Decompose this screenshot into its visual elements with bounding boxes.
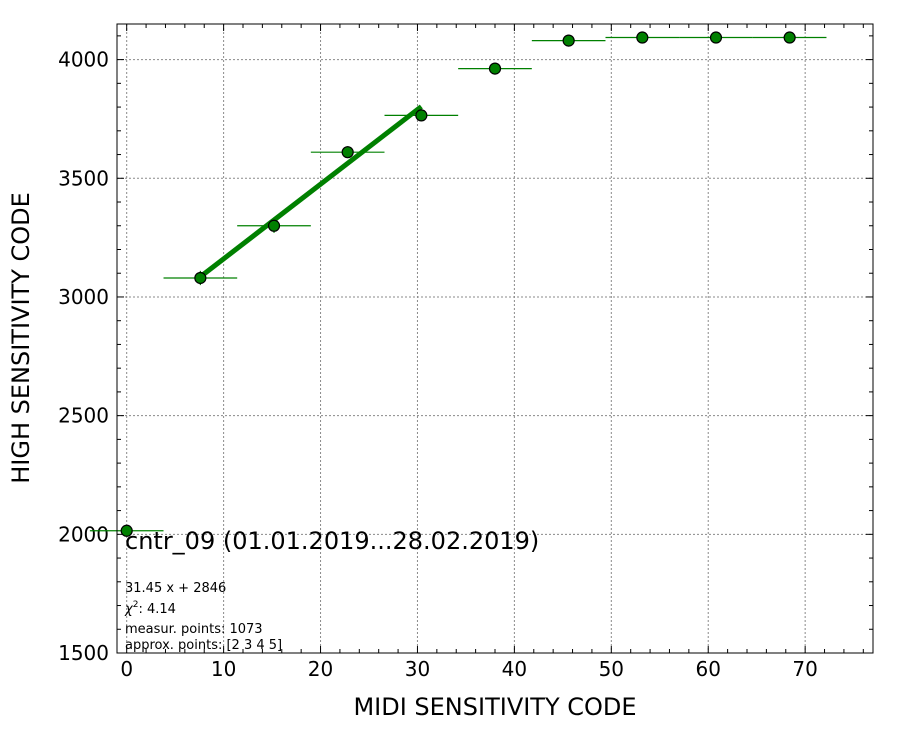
plot-frame bbox=[116, 23, 874, 654]
x-tick-label: 60 bbox=[696, 657, 721, 681]
annotation-title: cntr_09 (01.01.2019...28.02.2019) bbox=[125, 527, 539, 555]
x-tick-label: 40 bbox=[502, 657, 527, 681]
annotation-equation: 31.45 x + 2846 bbox=[125, 581, 226, 596]
data-points bbox=[89, 31, 827, 537]
x-tick-label: 10 bbox=[211, 657, 236, 681]
y-tick-label: 3000 bbox=[58, 285, 109, 309]
chi2-value: : 4.14 bbox=[138, 602, 175, 617]
x-axis-label: MIDI SENSITIVITY CODE bbox=[353, 693, 636, 721]
y-tick-label: 2000 bbox=[58, 522, 109, 546]
data-point bbox=[194, 271, 207, 285]
fit-line bbox=[198, 104, 423, 279]
data-point bbox=[783, 31, 796, 44]
y-tick-label: 1500 bbox=[58, 641, 109, 665]
y-tick-label: 4000 bbox=[58, 48, 109, 72]
grid bbox=[117, 24, 873, 653]
data-point bbox=[415, 109, 428, 122]
fit-line-group bbox=[198, 104, 423, 279]
x-tick-label: 70 bbox=[792, 657, 817, 681]
axis-ticks bbox=[117, 24, 873, 654]
y-tick-label: 3500 bbox=[58, 166, 109, 190]
data-point bbox=[636, 31, 649, 44]
tick-labels: 0 10 20 30 40 50 60 70 1500 2000 2500 3000 3500 4000 bbox=[58, 48, 818, 681]
annotation-measur-points: measur. points: 1073 bbox=[125, 622, 263, 637]
y-axis-label: HIGH SENSITIVITY CODE bbox=[7, 192, 35, 484]
chi2-exponent: 2 bbox=[133, 600, 139, 610]
data-point bbox=[341, 146, 354, 159]
chi2-symbol: χ bbox=[124, 602, 134, 617]
x-tick-label: 50 bbox=[599, 657, 624, 681]
y-tick-label: 2500 bbox=[58, 404, 109, 428]
x-tick-label: 20 bbox=[308, 657, 333, 681]
data-point bbox=[488, 62, 502, 75]
x-tick-label: 0 bbox=[120, 657, 133, 681]
annotation-chi2: χ2: 4.14 bbox=[124, 600, 176, 617]
data-point bbox=[120, 524, 133, 537]
annotation-approx-points: approx. points: [2 3 4 5] bbox=[125, 638, 282, 653]
x-tick-label: 30 bbox=[405, 657, 430, 681]
data-point bbox=[709, 31, 723, 44]
data-point bbox=[267, 219, 281, 232]
data-point bbox=[562, 34, 575, 47]
